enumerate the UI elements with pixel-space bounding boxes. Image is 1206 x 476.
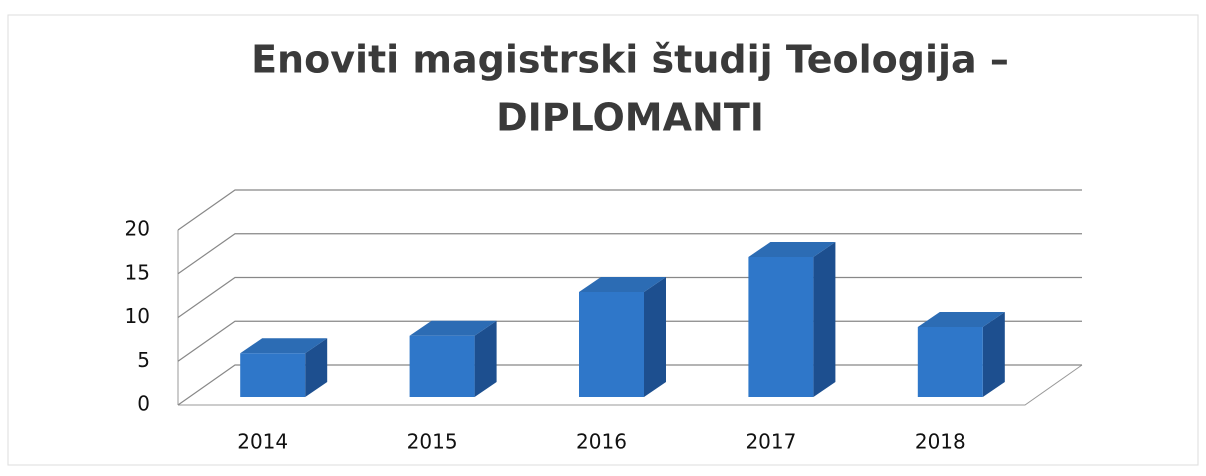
- bar-side: [305, 338, 328, 397]
- y-tick-label: 15: [125, 260, 150, 284]
- bar-top: [748, 242, 836, 257]
- bar-front: [579, 292, 644, 397]
- y-tick-label: 0: [137, 392, 150, 416]
- bar-top: [917, 312, 1005, 327]
- y-tick-label: 10: [125, 304, 150, 328]
- floor: [178, 364, 1083, 406]
- bar-top: [240, 338, 328, 354]
- bar-top: [409, 320, 497, 336]
- x-tick-label: 2018: [915, 430, 966, 454]
- bar-side: [474, 320, 497, 397]
- bar-front: [240, 353, 306, 397]
- bar-side: [644, 277, 666, 397]
- y-tick-label: 5: [137, 348, 150, 372]
- bar-side: [813, 242, 836, 397]
- x-tick-label: 2016: [576, 430, 627, 454]
- x-tick-label: 2014: [237, 430, 288, 454]
- bar-top: [579, 277, 666, 292]
- chart-title: DIPLOMANTI: [496, 96, 764, 140]
- chart-frame: [7, 14, 1199, 466]
- x-tick-label: 2017: [745, 430, 796, 454]
- bar: [579, 277, 666, 397]
- y-tick-label: 20: [125, 217, 150, 241]
- bar-front: [917, 327, 983, 397]
- bar: [917, 312, 1005, 397]
- grid-line: [177, 233, 1082, 275]
- grid-line: [177, 189, 1082, 231]
- bar: [748, 242, 836, 397]
- bar-side: [982, 312, 1005, 397]
- bar: [409, 320, 497, 397]
- chart-title: Enoviti magistrski študij Teologija –: [251, 38, 1009, 82]
- x-tick-label: 2015: [407, 430, 458, 454]
- bar-front: [409, 335, 475, 397]
- bar-front: [748, 257, 814, 397]
- bar: [240, 338, 328, 397]
